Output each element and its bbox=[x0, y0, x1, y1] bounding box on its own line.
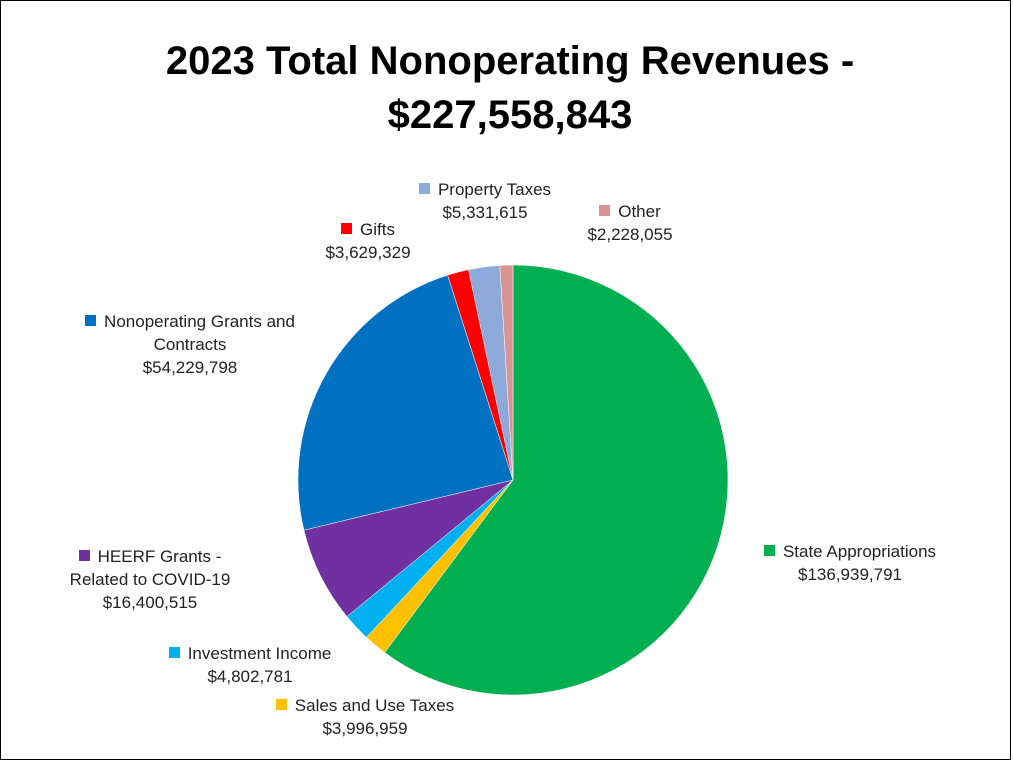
category-name: Gifts bbox=[360, 220, 395, 239]
category-name: Investment Income bbox=[187, 644, 332, 663]
legend-swatch bbox=[341, 223, 353, 234]
value-label: $4,802,781 bbox=[207, 667, 293, 686]
legend-swatch bbox=[168, 647, 180, 658]
data-label: Property Taxes $5,331,615 bbox=[385, 178, 585, 224]
label-name-line: HEERF Grants - Related to COVID-19 bbox=[55, 545, 245, 591]
legend-swatch bbox=[599, 205, 611, 216]
label-name-line: Sales and Use Taxes bbox=[235, 694, 495, 717]
label-name-line: Gifts bbox=[288, 218, 448, 241]
pie-slice bbox=[499, 264, 514, 481]
legend-swatch bbox=[418, 183, 430, 194]
value-label: $136,939,791 bbox=[798, 565, 902, 584]
pie-slice bbox=[384, 264, 729, 696]
value-label: $16,400,515 bbox=[102, 593, 198, 612]
pie-slice bbox=[297, 274, 514, 531]
data-label: Investment Income $4,802,781 bbox=[120, 642, 380, 688]
data-label: Other $2,228,055 bbox=[550, 200, 710, 246]
value-label: $54,229,798 bbox=[142, 358, 238, 377]
category-name: HEERF Grants - Related to COVID-19 bbox=[69, 547, 231, 589]
category-name: Property Taxes bbox=[437, 180, 552, 199]
category-name: Other bbox=[618, 202, 661, 221]
label-name-line: Other bbox=[550, 200, 710, 223]
data-label: HEERF Grants - Related to COVID-19 $16,40… bbox=[55, 545, 245, 614]
legend-swatch bbox=[763, 545, 775, 556]
label-name-line: Property Taxes bbox=[385, 178, 585, 201]
value-label: $3,629,329 bbox=[325, 243, 411, 262]
category-name: State Appropriations bbox=[782, 542, 937, 561]
value-label: $3,996,959 bbox=[322, 719, 408, 738]
value-label: $2,228,055 bbox=[587, 225, 673, 244]
category-name: Sales and Use Taxes bbox=[294, 696, 455, 715]
label-name-line: Investment Income bbox=[120, 642, 380, 665]
data-label: Nonoperating Grants and Contracts $54,229… bbox=[75, 310, 305, 379]
data-label: Gifts $3,629,329 bbox=[288, 218, 448, 264]
data-label: Sales and Use Taxes $3,996,959 bbox=[235, 694, 495, 740]
chart-title: 2023 Total Nonoperating Revenues - $227,… bbox=[165, 39, 855, 137]
data-label: State Appropriations $136,939,791 bbox=[720, 540, 980, 586]
value-label: $5,331,615 bbox=[442, 203, 528, 222]
legend-swatch bbox=[85, 315, 97, 326]
category-name: Nonoperating Grants and Contracts bbox=[104, 312, 295, 354]
label-name-line: Nonoperating Grants and Contracts bbox=[75, 310, 305, 356]
legend-swatch bbox=[275, 699, 287, 710]
legend-swatch bbox=[78, 550, 90, 561]
label-name-line: State Appropriations bbox=[720, 540, 980, 563]
